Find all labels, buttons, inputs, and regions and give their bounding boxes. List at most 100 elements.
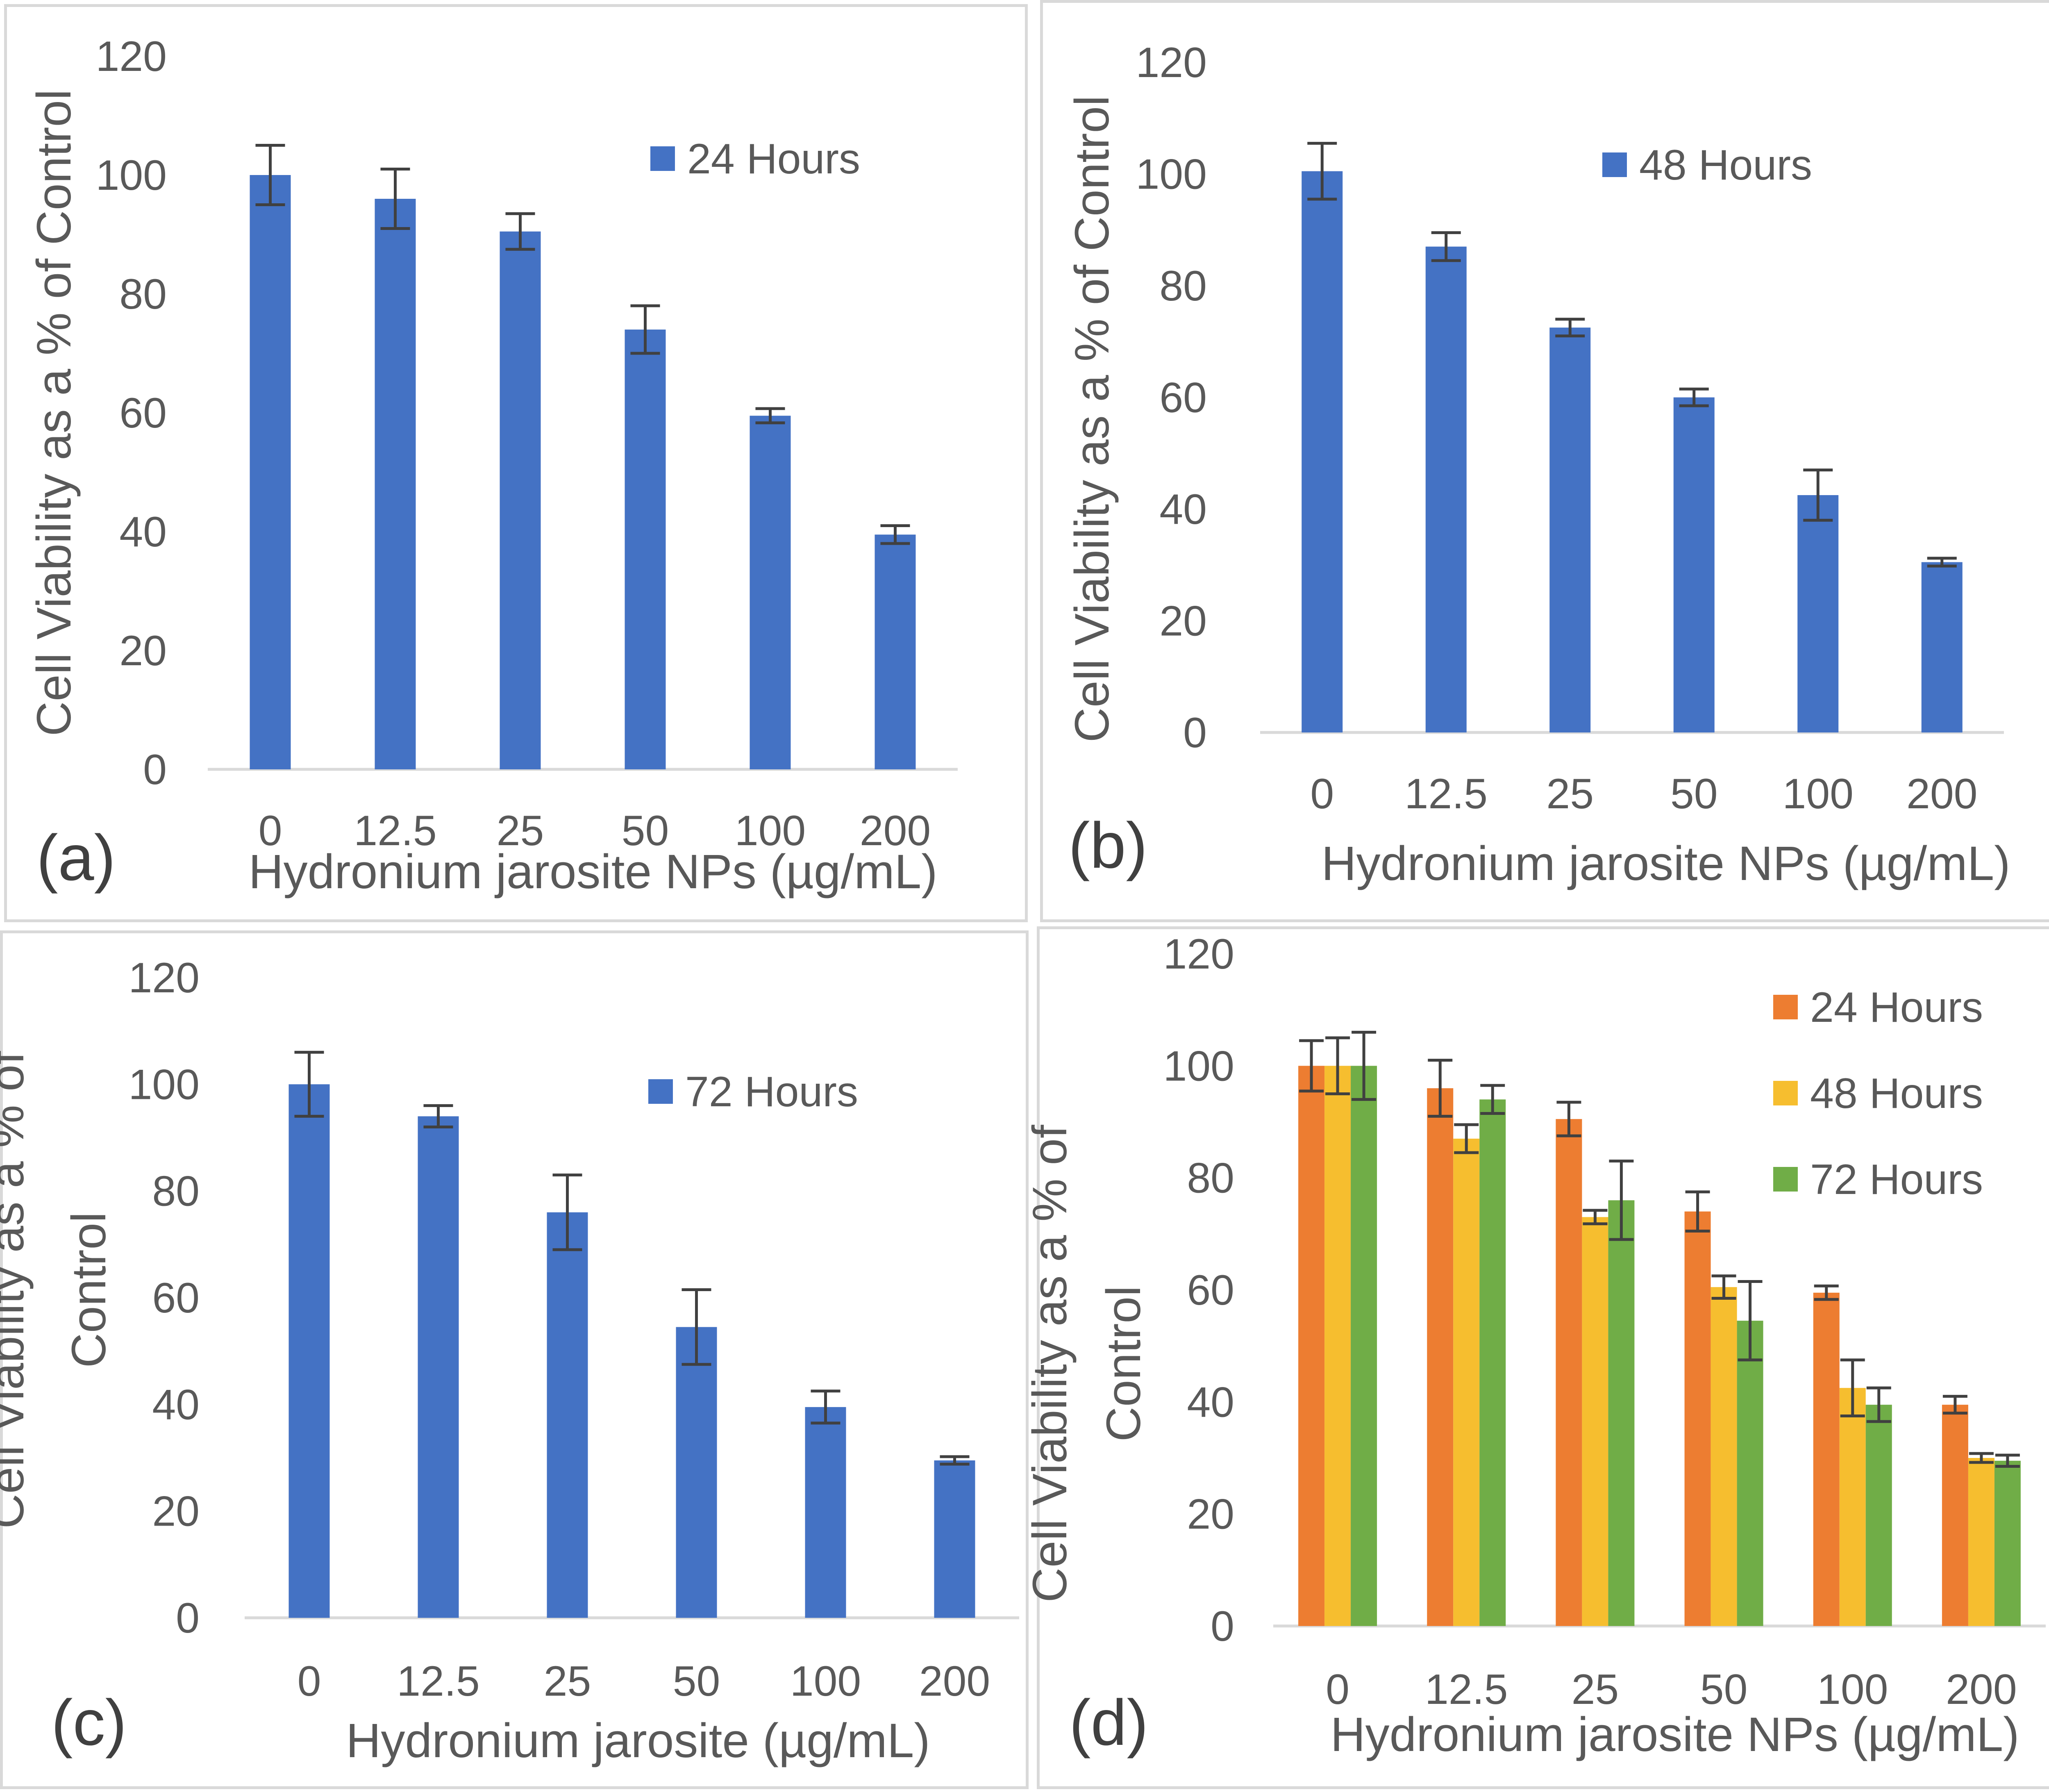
- bar: [1479, 1099, 1506, 1626]
- bar: [1302, 171, 1343, 732]
- bar: [1813, 1292, 1840, 1626]
- x-tick-label: 12.5: [1425, 1666, 1508, 1713]
- bar: [1797, 495, 1839, 732]
- bar: [1549, 327, 1591, 732]
- y-tick-label: 100: [1136, 151, 1207, 198]
- bar: [1608, 1200, 1635, 1626]
- panel-label: (c): [51, 1687, 127, 1759]
- y-tick-label: 100: [1163, 1042, 1234, 1090]
- y-axis-label: Cell Viability as a % of Control: [27, 89, 81, 736]
- bar: [805, 1407, 846, 1618]
- y-tick-label: 80: [1159, 262, 1207, 310]
- x-tick-label: 200: [860, 807, 931, 855]
- x-tick-label: 25: [544, 1658, 591, 1705]
- bar: [1453, 1139, 1480, 1626]
- legend-label: 24 Hours: [687, 135, 860, 183]
- bar: [1684, 1211, 1711, 1626]
- y-tick-label: 100: [95, 152, 167, 199]
- x-tick-label: 50: [673, 1658, 720, 1705]
- bar: [250, 175, 291, 769]
- y-tick-label: 20: [1187, 1491, 1234, 1538]
- bar: [1968, 1458, 1994, 1626]
- y-tick-label: 20: [1159, 598, 1207, 645]
- x-tick-label: 100: [735, 807, 806, 855]
- bar: [500, 231, 541, 769]
- panel-label: (a): [36, 822, 116, 894]
- bar: [750, 416, 791, 769]
- x-tick-label: 50: [1700, 1666, 1748, 1713]
- panel-label: (b): [1068, 810, 1147, 882]
- panel-label: (d): [1069, 1687, 1148, 1759]
- y-tick-label: 60: [119, 389, 167, 437]
- legend-swatch: [1773, 995, 1798, 1019]
- y-tick-label: 0: [1183, 709, 1207, 757]
- bar: [1994, 1460, 2021, 1626]
- y-axis-label-group: Cell Viability as a % of Control: [1065, 96, 1119, 742]
- bar: [1425, 246, 1467, 732]
- bar: [1351, 1066, 1377, 1626]
- chart-panel-c: 0 20 40 60 80 100 120 0 12.5 25 50 100 200 72 Hours Ce…: [0, 930, 1029, 1789]
- x-axis-label: Hydronium jarosite NPs (µg/mL): [1321, 837, 2010, 891]
- x-tick-label: 0: [1326, 1666, 1349, 1713]
- x-tick-label: 12.5: [397, 1658, 479, 1705]
- legend-swatch: [650, 146, 675, 171]
- x-axis-label: Hydronium jarosite NPs (µg/mL): [1330, 1708, 2019, 1762]
- y-tick-label: 80: [119, 271, 167, 318]
- chart-panel-a: 0 20 40 60 80 100 120 0 12.5 25 50 100 200 24 Hours Ce…: [4, 4, 1028, 922]
- chart-c-svg: 0 20 40 60 80 100 120 0 12.5 25 50 100 200 72 Hours Ce…: [0, 954, 1019, 1768]
- y-tick-label: 60: [1159, 374, 1207, 422]
- y-tick-label: 0: [143, 746, 167, 794]
- y-tick-label: 120: [1136, 39, 1207, 86]
- y-tick-label: 40: [119, 508, 167, 556]
- legend-label: 48 Hours: [1639, 141, 1812, 189]
- y-tick-label: 120: [1163, 930, 1234, 978]
- y-axis-label-group: Cell Viability as a % of Control: [1023, 1125, 1151, 1602]
- bar: [1711, 1287, 1737, 1626]
- bar: [934, 1460, 975, 1618]
- chart-panel-b: 0 20 40 60 80 100 120 0 12.5 25 50 100 200 48 Hours Ce…: [1040, 0, 2049, 922]
- y-tick-label: 40: [152, 1381, 200, 1428]
- y-axis-label: Cell Viability as a % of: [1023, 1125, 1077, 1602]
- bar: [1673, 397, 1715, 732]
- y-axis-label-group: Cell Viability as a % of Control: [0, 1051, 116, 1528]
- x-axis-label: Hydronium jarosite NPs (µg/mL): [248, 845, 937, 899]
- y-tick-label: 20: [152, 1488, 200, 1535]
- chart-d-svg: 0 20 40 60 80 100 120 0 12.5 25 50 100 200 24 Hours 48…: [1023, 930, 2046, 1762]
- bar: [418, 1116, 459, 1618]
- y-tick-label: 20: [119, 627, 167, 675]
- bar: [547, 1212, 588, 1618]
- y-axis-label-group: Cell Viability as a % of Control: [27, 89, 81, 736]
- x-tick-label: 100: [1782, 770, 1854, 818]
- y-tick-label: 0: [1211, 1603, 1234, 1650]
- y-axis-label: Cell Viability as a % of: [0, 1051, 34, 1528]
- bar: [1865, 1405, 1892, 1626]
- chart-b-svg: 0 20 40 60 80 100 120 0 12.5 25 50 100 200 48 Hours Ce…: [1065, 39, 2010, 891]
- y-axis-label: Control: [62, 1212, 116, 1368]
- bar: [1921, 562, 1963, 732]
- x-tick-label: 12.5: [1405, 770, 1488, 818]
- chart-panel-d: 0 20 40 60 80 100 120 0 12.5 25 50 100 200 24 Hours 48…: [1023, 926, 2049, 1789]
- y-tick-label: 80: [1187, 1155, 1234, 1202]
- bar: [1737, 1321, 1763, 1626]
- x-tick-label: 100: [1817, 1666, 1888, 1713]
- legend-swatch: [1773, 1081, 1798, 1105]
- legend-swatch: [1773, 1167, 1798, 1192]
- x-tick-label: 50: [1670, 770, 1718, 818]
- x-axis-label: Hydronium jarosite (µg/mL): [346, 1714, 930, 1768]
- legend-swatch: [648, 1079, 673, 1104]
- x-tick-label: 0: [298, 1658, 321, 1705]
- y-tick-label: 60: [1187, 1267, 1234, 1314]
- bar: [1427, 1088, 1454, 1626]
- y-tick-label: 40: [1159, 486, 1207, 533]
- y-tick-label: 40: [1187, 1378, 1234, 1426]
- x-tick-label: 200: [1906, 770, 1978, 818]
- bar: [1942, 1405, 1968, 1626]
- legend-label: 72 Hours: [1810, 1156, 1983, 1203]
- x-tick-label: 100: [790, 1658, 861, 1705]
- bar: [676, 1327, 717, 1618]
- bar: [1556, 1119, 1582, 1626]
- bar: [1324, 1066, 1351, 1626]
- y-axis-label: Control: [1097, 1286, 1151, 1442]
- chart-a-svg: 0 20 40 60 80 100 120 0 12.5 25 50 100 200 24 Hours Ce…: [27, 33, 958, 899]
- bar: [375, 199, 416, 769]
